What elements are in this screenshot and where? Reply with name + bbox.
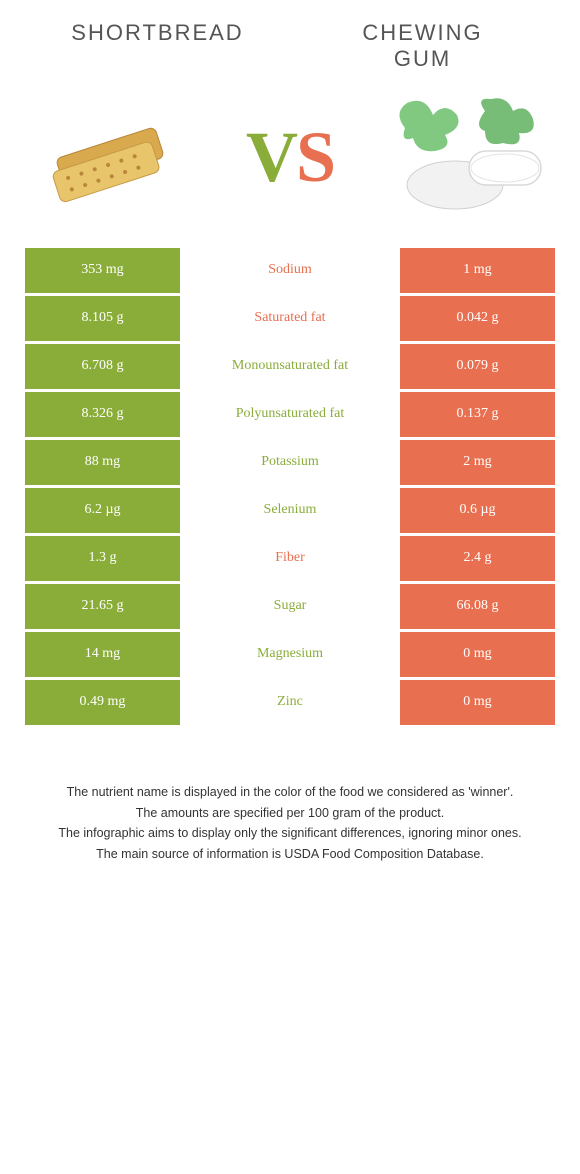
table-row: 0.49 mgZinc0 mg — [25, 680, 555, 725]
cell-nutrient-label: Selenium — [180, 488, 400, 533]
cell-right-value: 0 mg — [400, 632, 555, 677]
table-row: 14 mgMagnesium0 mg — [25, 632, 555, 677]
cell-left-value: 21.65 g — [25, 584, 180, 629]
title-right-line1: CHEWING — [290, 20, 555, 46]
cell-nutrient-label: Polyunsaturated fat — [180, 392, 400, 437]
header-right: CHEWING GUM — [290, 20, 555, 73]
cell-nutrient-label: Fiber — [180, 536, 400, 581]
table-row: 8.326 gPolyunsaturated fat0.137 g — [25, 392, 555, 437]
header-row: SHORTBREAD CHEWING GUM — [25, 20, 555, 73]
footer-line-1: The nutrient name is displayed in the co… — [35, 783, 545, 802]
table-row: 6.708 gMonounsaturated fat0.079 g — [25, 344, 555, 389]
vs-s: S — [296, 117, 334, 197]
cell-right-value: 66.08 g — [400, 584, 555, 629]
cell-nutrient-label: Magnesium — [180, 632, 400, 677]
vs-label: VS — [246, 116, 334, 199]
cell-nutrient-label: Monounsaturated fat — [180, 344, 400, 389]
table-row: 8.105 gSaturated fat0.042 g — [25, 296, 555, 341]
cell-left-value: 88 mg — [25, 440, 180, 485]
table-row: 21.65 gSugar66.08 g — [25, 584, 555, 629]
footer-line-2: The amounts are specified per 100 gram o… — [35, 804, 545, 823]
shortbread-icon — [30, 98, 190, 218]
table-row: 1.3 gFiber2.4 g — [25, 536, 555, 581]
cell-nutrient-label: Zinc — [180, 680, 400, 725]
cell-left-value: 6.708 g — [25, 344, 180, 389]
gum-icon — [385, 93, 555, 223]
cell-left-value: 353 mg — [25, 248, 180, 293]
cell-left-value: 14 mg — [25, 632, 180, 677]
cell-nutrient-label: Potassium — [180, 440, 400, 485]
cell-right-value: 0.079 g — [400, 344, 555, 389]
footer-line-4: The main source of information is USDA F… — [35, 845, 545, 864]
shortbread-image — [25, 93, 195, 223]
title-right-line2: GUM — [290, 46, 555, 72]
comparison-table: 353 mgSodium1 mg8.105 gSaturated fat0.04… — [25, 248, 555, 728]
cell-right-value: 0.6 µg — [400, 488, 555, 533]
cell-right-value: 2 mg — [400, 440, 555, 485]
infographic-container: SHORTBREAD CHEWING GUM VS — [0, 0, 580, 886]
footer-line-3: The infographic aims to display only the… — [35, 824, 545, 843]
vs-v: V — [246, 117, 296, 197]
footer-notes: The nutrient name is displayed in the co… — [25, 783, 555, 864]
cell-nutrient-label: Saturated fat — [180, 296, 400, 341]
cell-right-value: 0.137 g — [400, 392, 555, 437]
cell-nutrient-label: Sodium — [180, 248, 400, 293]
cell-left-value: 0.49 mg — [25, 680, 180, 725]
cell-left-value: 8.105 g — [25, 296, 180, 341]
table-row: 353 mgSodium1 mg — [25, 248, 555, 293]
cell-right-value: 1 mg — [400, 248, 555, 293]
cell-left-value: 1.3 g — [25, 536, 180, 581]
header-left: SHORTBREAD — [25, 20, 290, 46]
title-left: SHORTBREAD — [25, 20, 290, 46]
gum-image — [385, 93, 555, 223]
cell-right-value: 0.042 g — [400, 296, 555, 341]
table-row: 6.2 µgSelenium0.6 µg — [25, 488, 555, 533]
cell-left-value: 6.2 µg — [25, 488, 180, 533]
cell-left-value: 8.326 g — [25, 392, 180, 437]
cell-right-value: 2.4 g — [400, 536, 555, 581]
table-row: 88 mgPotassium2 mg — [25, 440, 555, 485]
images-row: VS — [25, 93, 555, 223]
cell-right-value: 0 mg — [400, 680, 555, 725]
cell-nutrient-label: Sugar — [180, 584, 400, 629]
